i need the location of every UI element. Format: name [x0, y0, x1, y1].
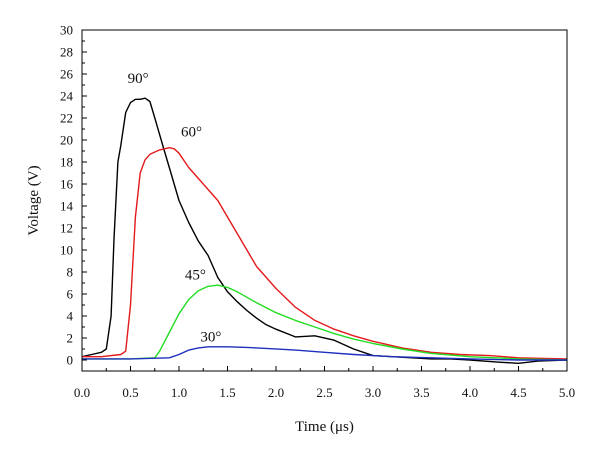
x-axis-ticks: 0.0 0.5 1.0 1.5 2.0 2.5 3.0 3.5 4.0 4.5 5.0 — [74, 366, 575, 400]
x-tick-label: 5.0 — [559, 385, 575, 400]
x-tick-label: 4.0 — [462, 385, 478, 400]
plot-frame — [81, 29, 568, 372]
y-tick-label: 10 — [60, 243, 73, 258]
y-tick-label: 28 — [60, 45, 73, 60]
y-tick-label: 12 — [60, 221, 73, 236]
y-tick-label: 22 — [60, 111, 73, 126]
series-line-3 — [82, 346, 567, 361]
series-curves — [81, 97, 568, 364]
y-tick-label: 30 — [60, 23, 73, 38]
series-labels: 90° 60° 45° 30° — [128, 71, 222, 345]
y-tick-label: 2 — [67, 331, 74, 346]
series-annotation: 45° — [185, 268, 206, 284]
x-tick-label: 0.5 — [122, 385, 138, 400]
y-tick-label: 16 — [60, 177, 74, 192]
x-tick-label: 1.5 — [219, 385, 235, 400]
x-tick-label: 3.0 — [365, 385, 381, 400]
x-tick-label: 2.0 — [268, 385, 284, 400]
x-axis-title: Time (μs) — [295, 419, 354, 435]
x-tick-label: 4.5 — [510, 385, 526, 400]
y-tick-label: 24 — [60, 89, 74, 104]
y-tick-label: 6 — [67, 287, 74, 302]
y-tick-label: 4 — [67, 309, 74, 324]
y-tick-label: 8 — [67, 265, 74, 280]
y-axis-title: Voltage (V) — [26, 165, 42, 235]
x-tick-label: 0.0 — [74, 385, 90, 400]
series-annotation: 30° — [200, 329, 221, 345]
x-tick-label: 3.5 — [413, 385, 429, 400]
series-line-2 — [82, 284, 568, 361]
x-tick-label: 2.5 — [316, 385, 332, 400]
y-tick-label: 20 — [60, 133, 73, 148]
series-line-1 — [82, 146, 568, 360]
series-annotation: 60° — [181, 125, 202, 141]
y-tick-label: 18 — [60, 155, 73, 170]
series-line-0 — [81, 97, 568, 364]
series-annotation: 90° — [128, 71, 149, 87]
y-tick-label: 14 — [60, 199, 74, 214]
y-tick-label: 26 — [60, 67, 74, 82]
x-tick-label: 1.0 — [171, 385, 187, 400]
y-tick-label: 0 — [67, 353, 74, 368]
